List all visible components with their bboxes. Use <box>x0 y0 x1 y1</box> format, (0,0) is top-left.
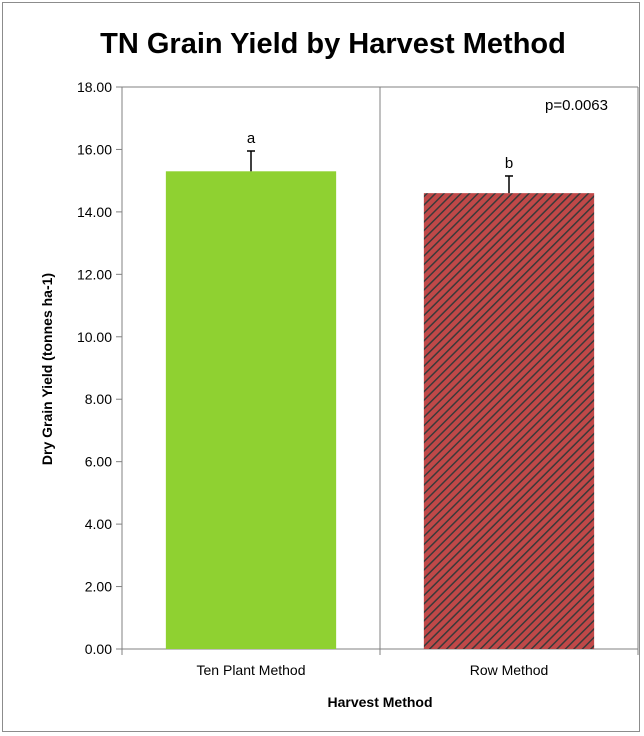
y-tick-label: 4.00 <box>85 516 112 532</box>
y-tick-label: 2.00 <box>85 579 112 595</box>
y-tick-label: 16.00 <box>77 141 112 157</box>
y-tick-label: 10.00 <box>77 329 112 345</box>
y-tick-label: 18.00 <box>77 79 112 95</box>
y-tick-label: 0.00 <box>85 641 112 657</box>
x-tick-label: Ten Plant Method <box>197 662 306 678</box>
x-axis-title: Harvest Method <box>327 694 432 710</box>
y-tick-label: 8.00 <box>85 391 112 407</box>
x-tick-label: Row Method <box>470 662 549 678</box>
bar-row-method <box>423 193 595 649</box>
y-tick-label: 14.00 <box>77 204 112 220</box>
bar-ten-plant-method <box>165 171 337 650</box>
y-tick-label: 12.00 <box>77 266 112 282</box>
y-tick-label: 6.00 <box>85 454 112 470</box>
significance-letter: b <box>505 155 513 172</box>
chart-title: TN Grain Yield by Harvest Method <box>100 28 566 60</box>
y-axis-title: Dry Grain Yield (tonnes ha-1) <box>39 273 55 465</box>
plot-area: 0.00 2.00 4.00 6.00 8.00 10.00 12.00 14.00 16.00… <box>77 79 639 678</box>
p-value-annotation: p=0.0063 <box>545 97 608 114</box>
significance-letter: a <box>247 130 256 147</box>
